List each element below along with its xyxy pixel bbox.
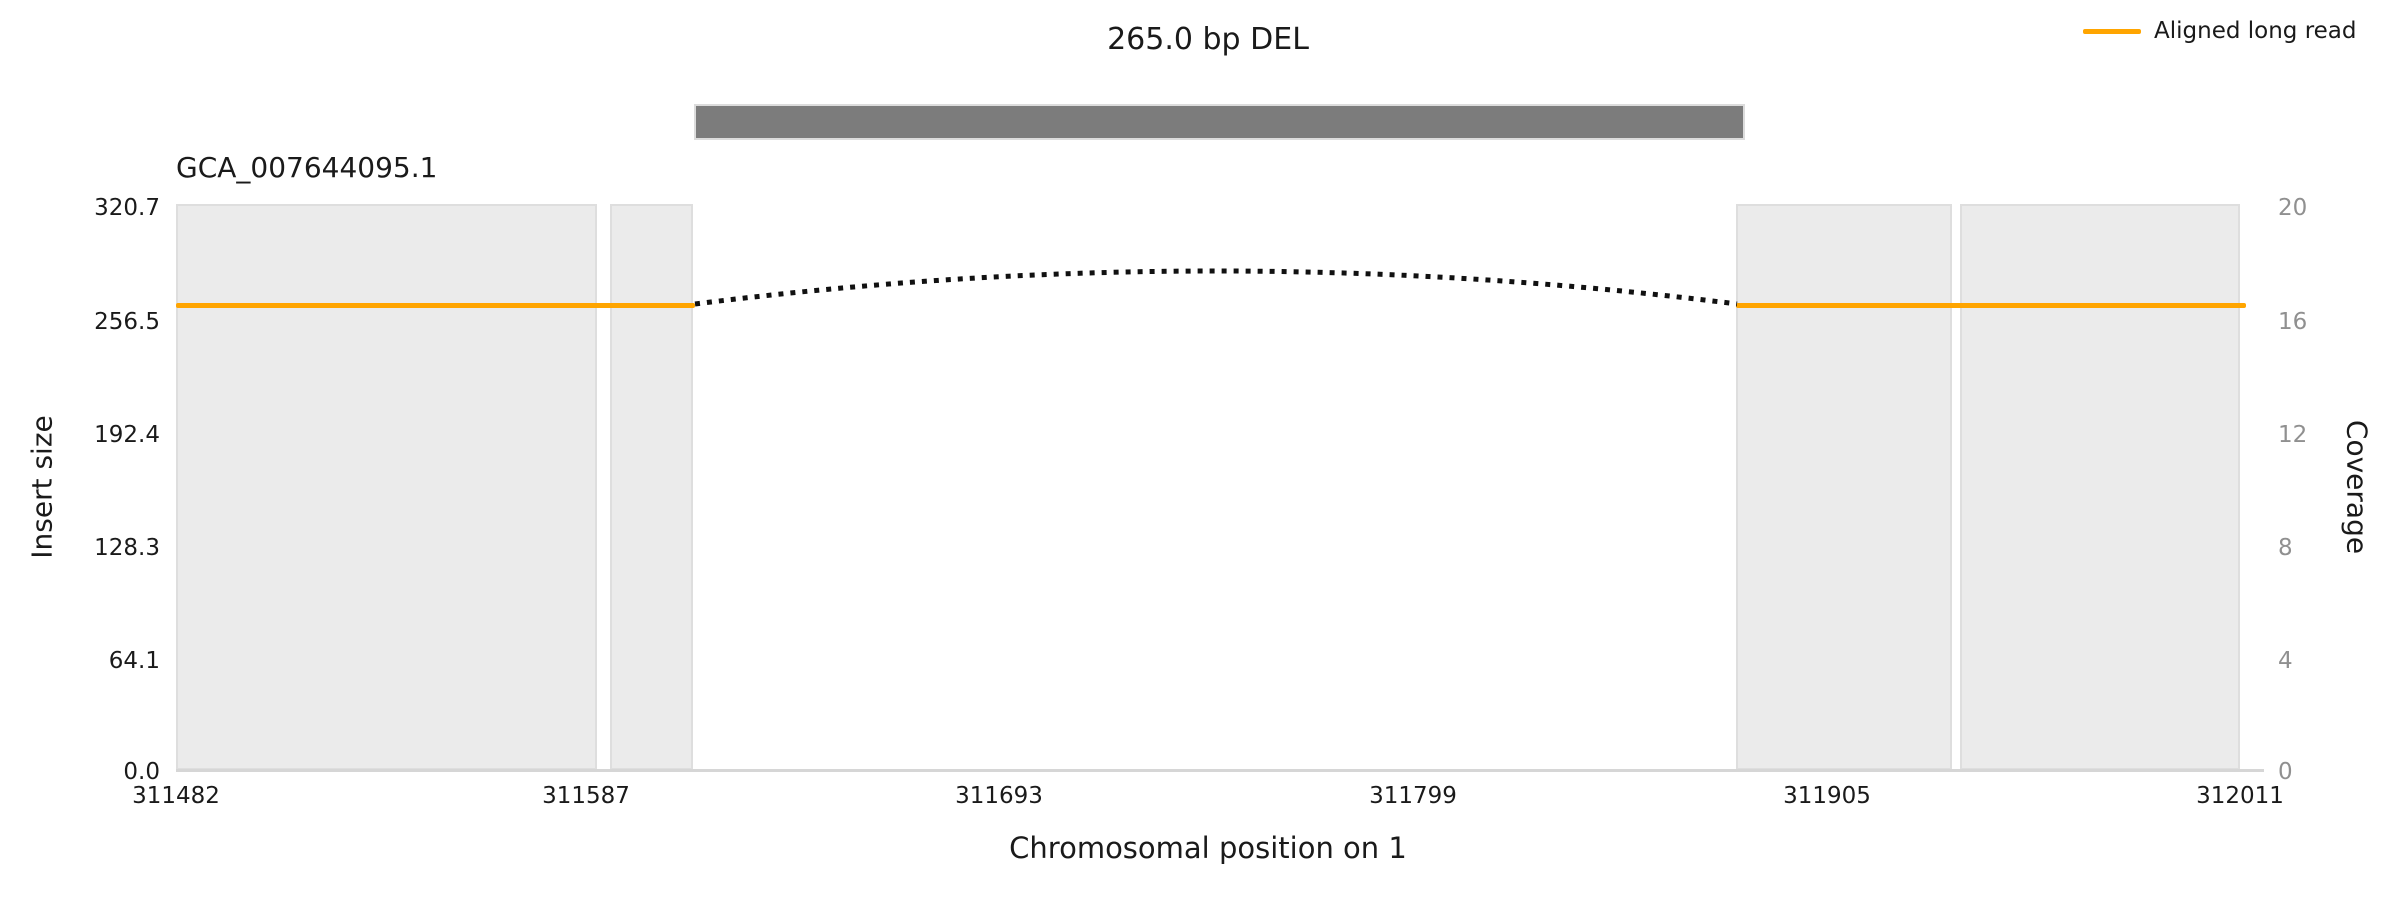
x-axis-label: Chromosomal position on 1 — [1009, 831, 1407, 865]
aligned-read-line-right — [1736, 303, 2246, 308]
x-tick-label: 311693 — [955, 783, 1043, 809]
aligned-read-line-left — [176, 303, 695, 308]
y-axis-label-right: Coverage — [2340, 419, 2374, 555]
y-tick-label-left: 192.4 — [94, 422, 160, 448]
y-tick-label-left: 64.1 — [108, 648, 160, 674]
y-tick-label-left: 0.0 — [123, 759, 160, 785]
y-tick-label-right: 20 — [2278, 195, 2308, 221]
x-tick-label: 312011 — [2196, 783, 2284, 809]
y-tick-label-left: 320.7 — [94, 195, 160, 221]
y-tick-label-left: 128.3 — [94, 535, 160, 561]
x-tick-label: 311587 — [542, 783, 630, 809]
x-tick-label: 311799 — [1369, 783, 1457, 809]
legend-line-swatch-icon — [2083, 29, 2141, 34]
y-tick-label-right: 12 — [2278, 422, 2308, 448]
y-tick-label-right: 16 — [2278, 309, 2308, 335]
y-tick-label-right: 8 — [2278, 535, 2293, 561]
y-tick-label-right: 4 — [2278, 648, 2293, 674]
x-tick-label: 311905 — [1783, 783, 1871, 809]
figure-title: 265.0 bp DEL — [1107, 22, 1309, 57]
coverage-region — [1960, 204, 2240, 770]
x-tick-label: 311482 — [132, 783, 220, 809]
y-tick-label-left: 256.5 — [94, 309, 160, 335]
deletion-span-bar — [694, 104, 1745, 140]
coverage-region — [1736, 204, 1952, 770]
coverage-region — [610, 204, 693, 770]
y-axis-label-left: Insert size — [25, 415, 59, 559]
coverage-region — [176, 204, 597, 770]
legend-label: Aligned long read — [2154, 18, 2357, 44]
x-axis-spine — [176, 769, 2264, 772]
sample-title: GCA_007644095.1 — [176, 151, 438, 184]
y-tick-label-right: 0 — [2278, 759, 2293, 785]
